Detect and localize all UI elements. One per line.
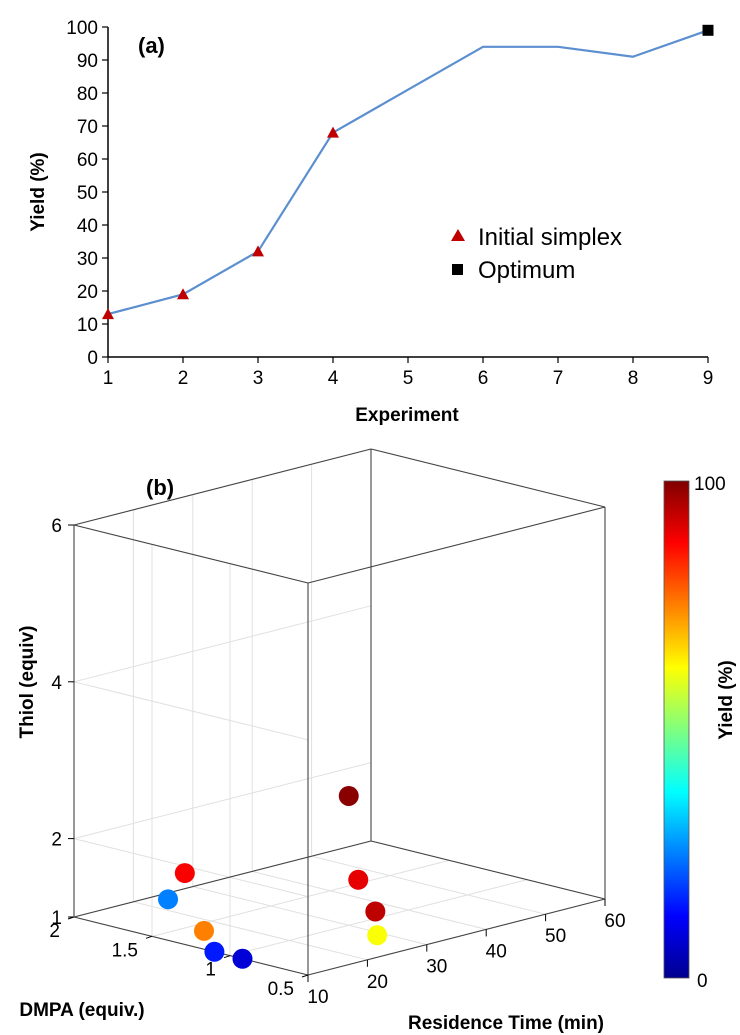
y-tick-label: 70	[77, 117, 98, 138]
triangle-marker	[252, 245, 264, 257]
y-tick-label: 1.5	[112, 940, 138, 961]
data-point	[158, 889, 179, 910]
colorbar-gradient	[663, 480, 690, 979]
y-tick-label: 80	[77, 84, 98, 105]
chart-b-panel-label: (b)	[146, 475, 174, 500]
chart-b-box-back	[73, 449, 372, 976]
data-point	[367, 925, 388, 946]
triangle-marker	[102, 308, 114, 320]
triangle-marker	[177, 288, 189, 300]
triangle-marker	[327, 126, 339, 138]
gridline	[73, 681, 309, 741]
x-tick-label: 6	[478, 368, 489, 389]
x-tick-label: 60	[604, 911, 625, 932]
y-tick-label: 60	[77, 150, 98, 171]
gridline	[252, 870, 487, 930]
y-tick-label: 50	[77, 183, 98, 204]
chart-b-z-axis-label: Thiol (equiv)	[17, 626, 38, 739]
x-tick-label: 8	[628, 368, 639, 389]
box-edge	[370, 448, 606, 508]
data-point	[204, 941, 225, 962]
chart-a-legend: Initial simplex Optimum	[451, 224, 622, 284]
gridline	[133, 901, 368, 961]
x-tick-label: 10	[307, 987, 328, 1008]
data-point	[232, 948, 253, 969]
x-tick-label: 2	[178, 368, 189, 389]
chart-b-y-axis-label: DMPA (equiv.)	[19, 1000, 144, 1021]
chart-a-markers	[102, 24, 714, 320]
x-tick-label: 5	[403, 368, 414, 389]
x-tick-label: 20	[367, 972, 388, 993]
y-tick-label: 0.5	[268, 979, 294, 1000]
box-edge	[73, 916, 309, 976]
chart-a-x-axis-label: Experiment	[355, 405, 459, 426]
x-tick-label: 50	[545, 926, 566, 947]
chart-a-x-ticks: 1 2 3 4 5 6 7 8 9	[103, 357, 714, 389]
chart-b-colorbar: 100 0 Yield (%)	[663, 474, 737, 992]
colorbar-min-label: 0	[697, 971, 708, 992]
x-tick-label: 30	[426, 957, 447, 978]
legend-initial-simplex-label: Initial simplex	[478, 224, 622, 251]
chart-a-series-line	[107, 29, 709, 316]
chart-a-y-ticks: 0 10 20 30 40 50 60 70 80 90 100	[66, 18, 108, 369]
legend-square-marker	[452, 264, 463, 275]
z-tick-label: 1	[51, 908, 62, 929]
chart-b-x-axis-label: Residence Time (min)	[408, 1013, 604, 1034]
z-tick-label: 2	[51, 830, 62, 851]
gridline	[192, 886, 427, 946]
x-tick-label: 1	[103, 368, 114, 389]
chart-b-box-front	[73, 448, 606, 976]
gridline	[311, 855, 546, 915]
y-tick-mark	[301, 974, 309, 978]
z-tick-label: 6	[51, 516, 62, 537]
y-tick-label: 20	[77, 282, 98, 303]
colorbar-max-label: 100	[694, 474, 726, 495]
y-tick-label: 30	[77, 249, 98, 270]
chart-a-panel-label: (a)	[138, 33, 165, 58]
box-edge	[307, 506, 606, 584]
y-tick-label: 1	[205, 960, 216, 981]
data-point	[174, 863, 195, 884]
x-tick-label: 3	[253, 368, 264, 389]
y-tick-label: 10	[77, 315, 98, 336]
box-edge	[73, 840, 372, 918]
box-edge	[370, 840, 606, 900]
gridline	[73, 762, 372, 840]
z-tick-label: 4	[51, 673, 62, 694]
data-point	[348, 869, 369, 890]
y-tick-label: 90	[77, 51, 98, 72]
y-tick-label: 0	[87, 348, 98, 369]
y-tick-label: 40	[77, 216, 98, 237]
legend-optimum-label: Optimum	[478, 257, 575, 284]
legend-triangle-marker	[451, 229, 465, 241]
data-point	[338, 785, 359, 806]
data-point	[193, 920, 214, 941]
y-tick-label: 2	[49, 921, 60, 942]
x-tick-label: 40	[486, 941, 507, 962]
gridline	[73, 605, 372, 683]
colorbar-label: Yield (%)	[716, 660, 737, 740]
chart-a-line-plot: 0 10 20 30 40 50 60 70 80 90 100 1 2 3 4 5 6 7 8 9 (a) Exp…	[28, 18, 714, 426]
data-point	[365, 901, 386, 922]
x-tick-label: 7	[553, 368, 564, 389]
y-tick-mark	[223, 955, 231, 959]
chart-a-y-axis-label: Yield (%)	[28, 152, 49, 232]
box-edge	[73, 524, 309, 584]
x-tick-label: 4	[328, 368, 339, 389]
box-edge	[73, 448, 372, 526]
y-tick-label: 100	[66, 18, 98, 39]
chart-b-points	[158, 785, 388, 969]
square-marker	[702, 24, 714, 36]
x-tick-label: 9	[703, 368, 714, 389]
y-tick-mark	[145, 935, 153, 939]
box-edge	[307, 898, 606, 976]
